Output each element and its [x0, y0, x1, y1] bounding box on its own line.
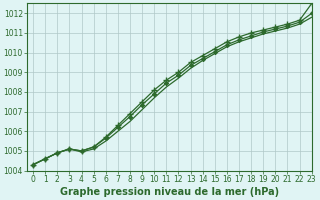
X-axis label: Graphe pression niveau de la mer (hPa): Graphe pression niveau de la mer (hPa)	[60, 187, 279, 197]
